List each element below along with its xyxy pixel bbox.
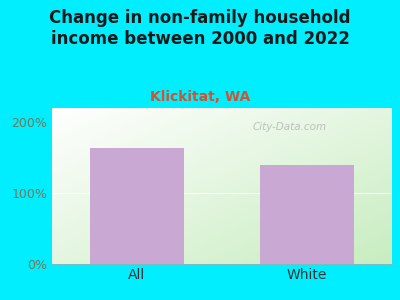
Text: Change in non-family household
income between 2000 and 2022: Change in non-family household income be… xyxy=(49,9,351,48)
Bar xyxy=(90,148,184,264)
Bar xyxy=(260,165,354,264)
Text: Klickitat, WA: Klickitat, WA xyxy=(150,90,250,104)
Text: City-Data.com: City-Data.com xyxy=(253,122,327,132)
